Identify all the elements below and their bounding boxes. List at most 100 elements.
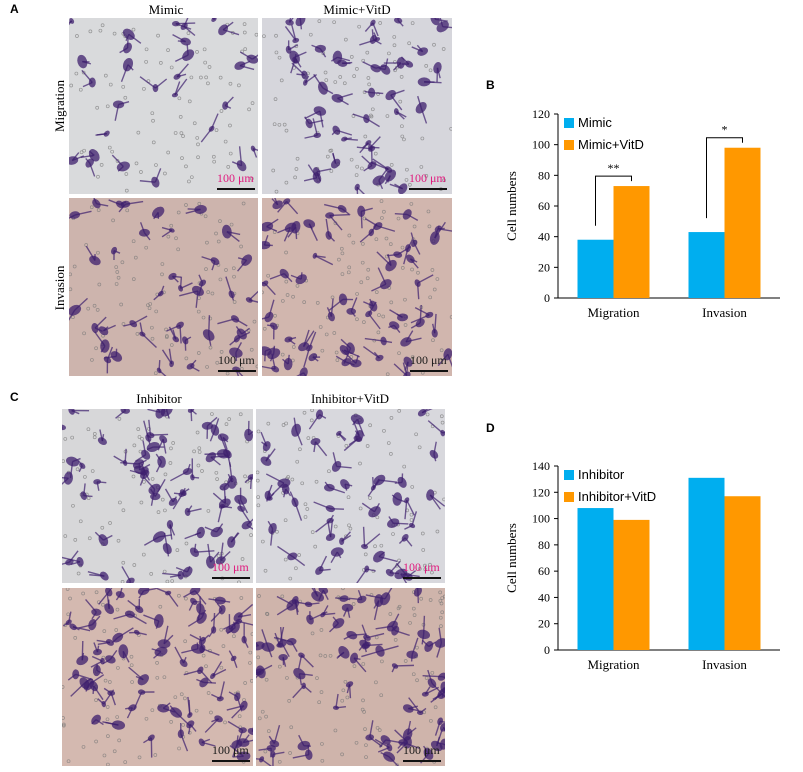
cell-process [195,290,199,308]
cell-process [157,409,161,413]
pore-dot [419,165,424,169]
pore-dot [124,188,129,193]
pore-dot [365,50,370,55]
pore-dot [380,216,384,220]
cell-process [94,331,106,347]
cell-process [194,531,202,536]
pore-dot [210,412,214,416]
pore-dot [197,446,202,451]
pore-dot [232,634,236,639]
cell-process [187,617,203,627]
cell-process [163,634,174,645]
pore-dot [134,161,139,166]
cell-process [169,574,181,578]
cell-process [267,520,274,529]
y-tick-label: 120 [532,107,550,121]
pore-dot [140,436,144,441]
pore-dot [341,588,345,591]
pore-dot [206,691,211,695]
stained-cell [357,595,367,604]
cell-process [228,691,238,698]
cell-process [319,413,327,419]
cell-process [369,136,381,148]
cell-process [353,657,361,661]
pore-dot [340,251,345,256]
pore-dot [97,282,102,287]
pore-dot [218,219,222,223]
pore-dot [271,168,276,173]
pore-dot [319,690,324,695]
pore-dot [320,758,325,763]
pore-dot [223,139,228,144]
pore-dot [340,272,345,276]
pore-dot [256,503,261,508]
pore-dot [114,628,119,632]
pore-dot [360,260,365,265]
cell-process [102,658,111,665]
stained-cell [62,424,67,431]
pore-dot [291,345,296,349]
pore-dot [284,128,289,133]
pore-dot [415,678,419,683]
cell-process [436,741,444,745]
cell-process [434,313,437,334]
pore-dot [277,664,282,669]
pore-dot [385,114,390,118]
pore-dot [219,350,224,354]
cell-process [373,600,380,621]
cell-process [111,637,119,644]
pore-dot [412,613,417,617]
bar [688,232,725,298]
cell-process [166,324,181,332]
stained-cell [141,449,151,460]
cell-process [252,147,258,151]
cell-process [235,352,238,362]
pore-dot [227,417,232,421]
pore-dot [242,30,247,35]
cell-process [96,132,107,136]
pore-dot [421,548,426,552]
pore-dot [303,502,308,507]
cell-process [413,243,421,255]
pore-dot [69,272,72,277]
pore-dot [62,685,65,689]
stained-cell [291,423,302,437]
micrograph-migration-mimic: 100 μm [69,18,258,194]
cell-process [154,168,162,183]
pore-dot [116,538,121,543]
pore-dot [352,664,357,669]
cell-process [150,433,169,436]
pore-dot [379,199,384,203]
pore-dot [332,20,336,25]
pore-dot [214,470,219,475]
cell-process [406,720,412,735]
cell-process [400,573,408,583]
cell-process [108,588,113,593]
pore-dot [173,695,178,700]
cell-process [421,634,425,645]
stained-cell [392,492,403,506]
cell-process [179,290,199,297]
pore-dot [283,518,288,523]
cell-process [89,162,96,177]
cell-process [93,198,98,204]
cell-process [214,418,220,431]
pore-dot [211,154,216,159]
pore-dot [62,716,65,720]
cell-process [211,693,221,700]
pore-dot [428,295,433,300]
pore-dot [183,696,187,701]
cell-process [183,25,196,37]
cell-process [230,532,240,543]
cell-process [292,685,305,699]
pore-dot [340,752,344,757]
stained-cell [210,424,220,436]
cell-process [308,119,324,125]
cell-process [127,64,134,71]
cell-process [304,75,310,83]
stained-cell [330,547,344,557]
micrograph-migration-inhibitor-vitd: 100 μm [256,409,445,583]
cell-process [313,441,317,453]
cell-process [121,566,132,582]
cell-process [85,684,90,692]
